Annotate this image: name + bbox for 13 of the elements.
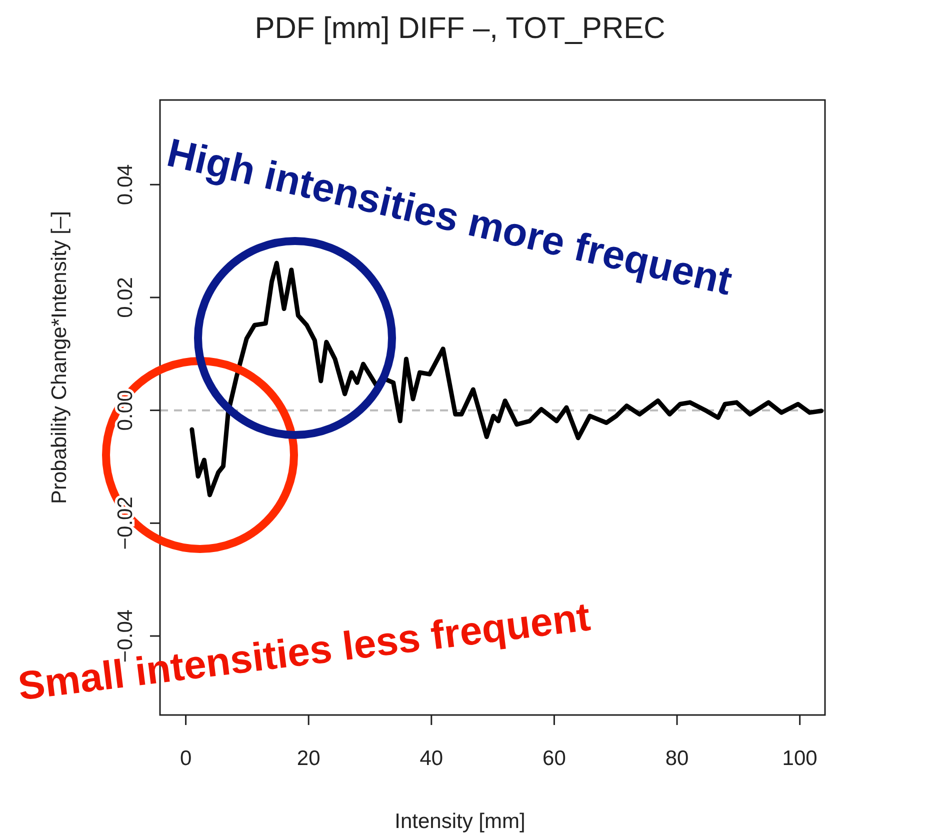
x-tick-label: 80	[665, 747, 689, 770]
y-axis-title: Probability Change*Intensity [–]	[48, 210, 71, 504]
x-tick-label: 20	[296, 747, 320, 770]
x-axis-title: Intensity [mm]	[394, 810, 526, 833]
y-tick-label: 0.00	[114, 390, 137, 431]
x-tick-label: 0	[180, 747, 192, 770]
chart-title: PDF [mm] DIFF –, TOT_PREC	[254, 12, 666, 45]
y-tick-label: 0.02	[114, 277, 137, 318]
y-tick-label: 0.04	[114, 164, 137, 206]
y-tick-label: −0.02	[114, 496, 137, 550]
x-tick-label: 40	[420, 747, 444, 770]
x-tick-label: 100	[782, 747, 818, 770]
x-tick-label: 60	[542, 747, 566, 770]
